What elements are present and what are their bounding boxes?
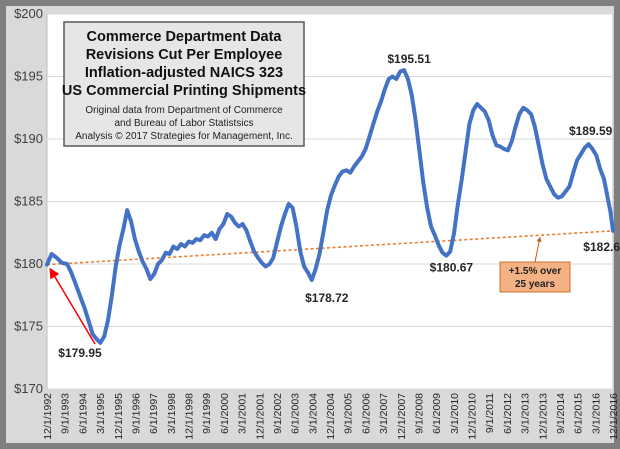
x-tick-label: 12/1/2016	[608, 393, 620, 440]
start-value-arrow	[49, 267, 96, 345]
x-tick-label: 3/1/1995	[95, 393, 107, 434]
x-tick-label: 3/1/2013	[520, 393, 532, 434]
x-tick-label: 9/1/2014	[555, 393, 567, 434]
x-tick-label: 6/1/2009	[431, 393, 443, 434]
title-line-2: Revisions Cut Per Employee	[86, 47, 283, 63]
y-tick-label: $195	[14, 69, 43, 84]
y-axis-ticks: $170 $175 $180 $185 $190 $195 $200	[14, 6, 43, 396]
y-tick-label: $190	[14, 131, 43, 146]
x-tick-label: 6/1/2000	[219, 393, 231, 434]
x-tick-label: 12/1/1995	[113, 393, 125, 440]
data-label: $189.59	[569, 124, 613, 138]
x-tick-label: 3/1/2001	[237, 393, 249, 434]
growth-annotation-line-1: +1.5% over	[509, 266, 562, 277]
y-tick-label: $185	[14, 194, 43, 209]
x-tick-label: 6/1/1994	[77, 393, 89, 434]
y-tick-label: $175	[14, 319, 43, 334]
x-tick-label: 9/1/2002	[272, 393, 284, 434]
x-tick-label: 12/1/2013	[537, 393, 549, 440]
data-label: $182.65	[583, 240, 620, 254]
x-tick-label: 9/1/2005	[343, 393, 355, 434]
x-tick-label: 6/1/1997	[148, 393, 160, 434]
x-tick-label: 12/1/2001	[254, 393, 266, 440]
x-tick-label: 12/1/2007	[396, 393, 408, 440]
subtitle-line-3: Analysis © 2017 Strategies for Managemen…	[75, 131, 292, 142]
data-label: $180.67	[430, 261, 474, 275]
subtitle-line-2: and Bureau of Labor Statistsics	[115, 118, 254, 129]
data-label: $179.95	[58, 346, 102, 360]
x-tick-label: 12/1/2004	[325, 393, 337, 440]
title-line-3: Inflation-adjusted NAICS 323	[85, 65, 283, 81]
title-line-4: US Commercial Printing Shipments	[62, 83, 306, 99]
x-tick-label: 9/1/2011	[484, 393, 496, 433]
trendline-arrow	[534, 236, 542, 263]
y-tick-label: $170	[14, 381, 43, 396]
y-tick-label: $200	[14, 6, 43, 21]
x-tick-label: 3/1/2007	[378, 393, 390, 434]
x-tick-label: 9/1/1999	[201, 393, 213, 434]
x-tick-label: 3/1/2004	[307, 393, 319, 434]
x-tick-label: 9/1/1996	[130, 393, 142, 434]
x-axis-ticks: 12/1/1992 9/1/1993 6/1/1994 3/1/1995 12/1/19…	[42, 393, 620, 440]
title-box: Commerce Department Data Revisions Cut P…	[62, 21, 306, 147]
x-tick-label: 12/1/1992	[42, 393, 54, 440]
x-tick-label: 6/1/2015	[573, 393, 585, 434]
subtitle-line-1: Original data from Department of Commerc…	[85, 105, 283, 116]
series-line	[45, 68, 615, 345]
x-tick-label: 3/1/1998	[166, 393, 178, 434]
x-tick-label: 6/1/2006	[360, 393, 372, 434]
data-labels: $179.95 $178.72 $195.51 $180.67 $189.59 $182.…	[58, 52, 620, 360]
title-line-1: Commerce Department Data	[86, 29, 282, 45]
growth-annotation-box	[499, 261, 571, 293]
y-tick-label: $180	[14, 256, 43, 271]
annotation-arrows	[49, 236, 542, 345]
x-tick-label: 3/1/2010	[449, 393, 461, 434]
x-tick-label: 3/1/2016	[590, 393, 602, 434]
growth-annotation: +1.5% over 25 years	[499, 261, 571, 293]
data-label: $178.72	[305, 291, 349, 305]
data-label: $195.51	[387, 52, 431, 66]
x-tick-label: 12/1/1998	[184, 393, 196, 440]
x-tick-label: 12/1/2010	[467, 393, 479, 440]
x-tick-label: 6/1/2012	[502, 393, 514, 434]
growth-annotation-line-2: 25 years	[515, 279, 555, 290]
x-tick-label: 6/1/2003	[290, 393, 302, 434]
x-tick-label: 9/1/1993	[60, 393, 72, 434]
x-tick-label: 9/1/2008	[413, 393, 425, 434]
